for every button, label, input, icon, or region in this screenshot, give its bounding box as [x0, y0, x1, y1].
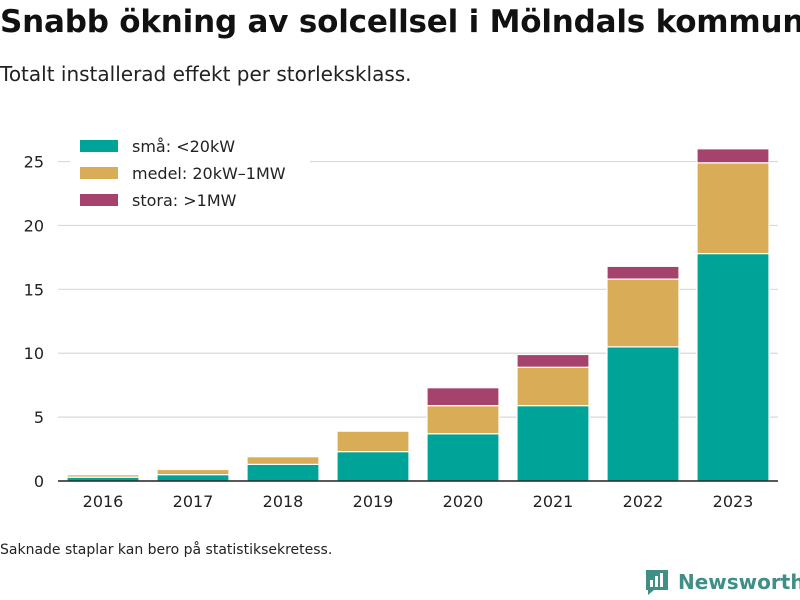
bar-segment [516, 405, 590, 482]
bar-segment [606, 346, 680, 482]
y-tick-label: 0 [34, 472, 44, 491]
bar-segment [426, 433, 500, 482]
bar-segment [66, 473, 140, 476]
chart-title: Snabb ökning av solcellsel i Mölndals ko… [0, 4, 800, 40]
y-tick-label: 25 [24, 153, 44, 172]
legend-label: medel: 20kW–1MW [132, 164, 286, 183]
bar-chart-logo-icon [646, 570, 668, 595]
y-tick-label: 10 [24, 344, 44, 363]
bar-segment [516, 353, 590, 368]
x-tick-label: 2020 [443, 492, 484, 511]
x-tick-label: 2016 [83, 492, 124, 511]
footnote: Saknade staplar kan bero på statistiksek… [0, 542, 333, 558]
x-tick-label: 2023 [713, 492, 754, 511]
y-tick-label: 20 [24, 216, 44, 235]
bar-segment [156, 474, 230, 482]
bar-segment [246, 456, 320, 465]
bar-segment [426, 387, 500, 407]
bar-segment [516, 366, 590, 407]
bar-segment [696, 252, 770, 482]
bars [66, 148, 770, 482]
x-tick-label: 2017 [173, 492, 214, 511]
bar-segment [246, 463, 320, 482]
bar-segment [426, 405, 500, 435]
legend: små: <20kW medel: 20kW–1MW stora: >1MW [70, 132, 310, 216]
x-tick-label: 2022 [623, 492, 664, 511]
bar-segment [336, 451, 410, 482]
legend-swatch [80, 167, 118, 179]
y-tick-label: 15 [24, 280, 44, 299]
legend-label: små: <20kW [132, 137, 235, 156]
legend-swatch [80, 194, 118, 206]
legend-label: stora: >1MW [132, 191, 237, 210]
bar-segment [606, 265, 680, 280]
stacked-bar-chart: 0 5 10 15 20 25 2016 2017 2018 2019 2020 2021 2022 20… [23, 132, 778, 511]
bar-segment [336, 430, 410, 453]
brand[interactable]: Newsworthy [644, 568, 800, 596]
y-tick-label: 5 [34, 408, 44, 427]
bar-segment [156, 468, 230, 476]
x-tick-label: 2019 [353, 492, 394, 511]
brand-name: Newsworthy [678, 570, 800, 594]
x-tick-label: 2018 [263, 492, 304, 511]
bar-segment [606, 278, 680, 348]
axes: 0 5 10 15 20 25 2016 2017 2018 2019 2020 2021 2022 20… [24, 153, 778, 511]
legend-swatch [80, 140, 118, 152]
chart-subtitle: Totalt installerad effekt per storlekskl… [0, 62, 412, 86]
bar-segment [696, 148, 770, 164]
x-tick-label: 2021 [533, 492, 574, 511]
bar-segment [696, 162, 770, 255]
